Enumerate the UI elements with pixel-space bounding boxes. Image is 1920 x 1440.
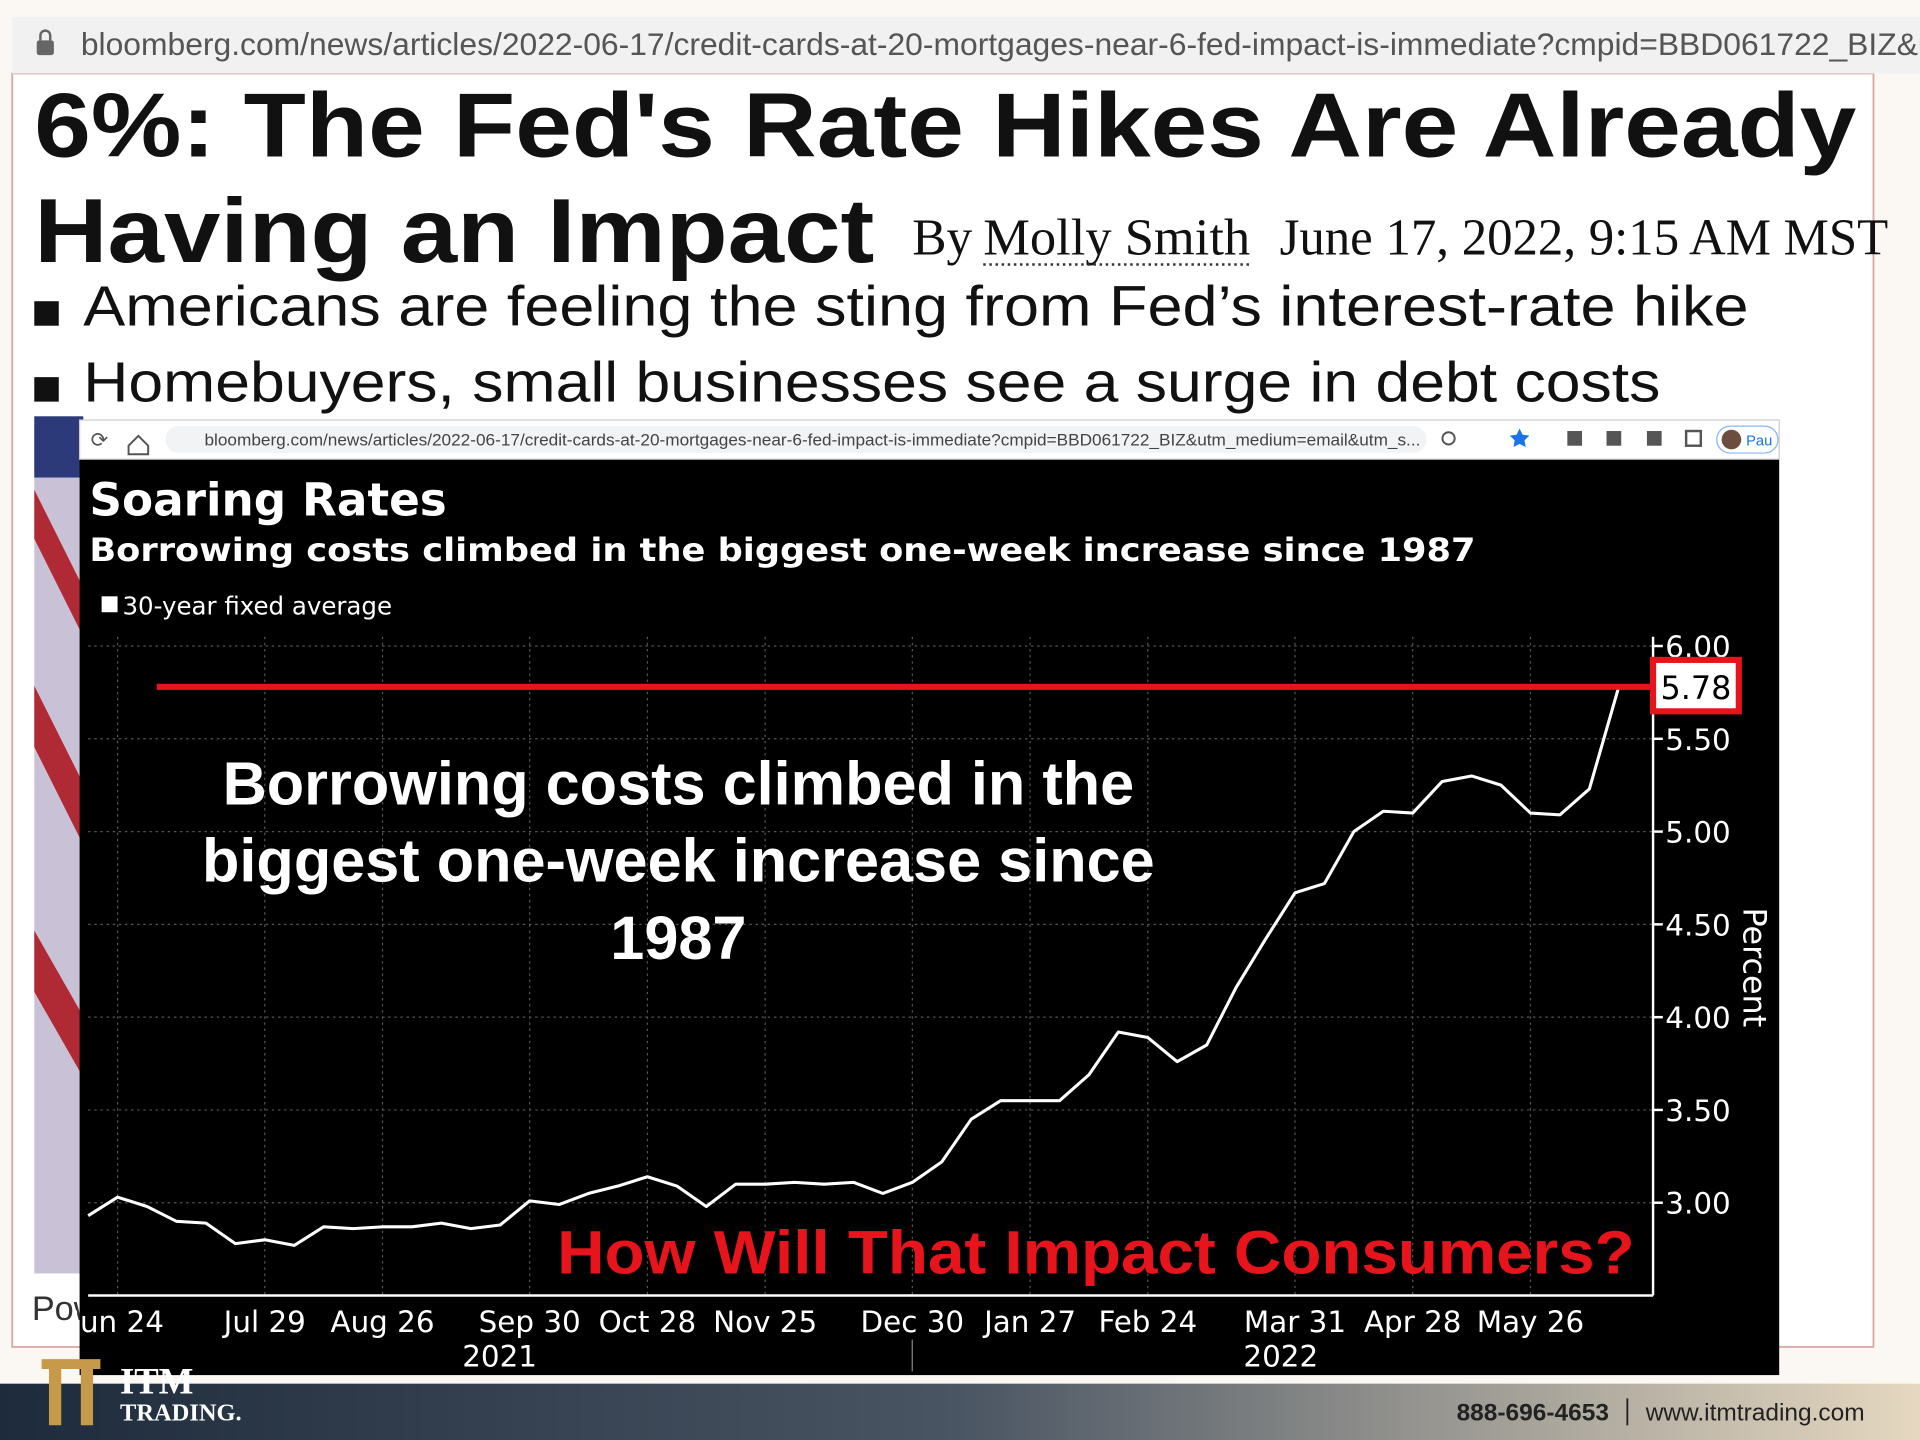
- extension-icon[interactable]: [1606, 431, 1622, 446]
- chart-title: Soaring Rates: [89, 474, 446, 527]
- chart-subtitle: Borrowing costs climbed in the biggest o…: [89, 531, 1475, 569]
- lock-icon: [36, 40, 54, 56]
- x-tick-label: Apr 28: [1364, 1305, 1462, 1339]
- brand: ITM: [120, 1360, 193, 1401]
- bullet: Americans are feeling the sting from Fed…: [83, 275, 1748, 338]
- legend-swatch: [101, 596, 118, 613]
- question: How Will That Impact Consumers?: [557, 1218, 1635, 1286]
- footer-bar: [0, 1383, 1920, 1440]
- extension-icon[interactable]: [1646, 431, 1662, 446]
- annotation-line: 1987: [610, 904, 746, 972]
- headline-line: 6%: The Fed's Rate Hikes Are Already: [34, 76, 1856, 177]
- y-axis-label: Percent: [1736, 907, 1774, 1027]
- x-tick-label: Sep 30: [479, 1305, 581, 1339]
- x-tick-label: Jul 29: [222, 1305, 306, 1339]
- y-tick-label: 3.00: [1665, 1187, 1730, 1221]
- author[interactable]: Molly Smith: [983, 210, 1250, 267]
- x-tick-label: May 26: [1477, 1305, 1584, 1339]
- y-tick-label: 5.00: [1665, 816, 1730, 850]
- x-tick-label: Mar 31: [1244, 1305, 1346, 1339]
- url[interactable]: bloomberg.com/news/articles/2022-06-17/c…: [81, 26, 1920, 62]
- bullet-marker: [34, 377, 59, 402]
- chart-screenshot: [79, 420, 1780, 1376]
- x-tick-label: Nov 25: [713, 1305, 817, 1339]
- bullet-marker: [34, 301, 59, 326]
- extension-icon[interactable]: [1684, 429, 1703, 447]
- screenshot-url: bloomberg.com/news/articles/2022-06-17/c…: [204, 431, 1420, 450]
- x-tick-label: Jun 24: [69, 1305, 164, 1339]
- zoom-icon[interactable]: [1441, 431, 1456, 446]
- y-tick-label: 3.50: [1665, 1094, 1730, 1128]
- date: June 17, 2022, 9:15 AM MST: [1280, 210, 1889, 267]
- headline-line: Having an Impact: [34, 181, 874, 282]
- photo-detail: [34, 416, 84, 478]
- website[interactable]: www.itmtrading.com: [1645, 1399, 1865, 1426]
- data-line: [87, 686, 1621, 1247]
- x-tick-label: Jan 27: [982, 1305, 1076, 1339]
- x-tick-label: Oct 28: [599, 1305, 697, 1339]
- y-tick-label: 5.50: [1665, 723, 1730, 757]
- legend-label: 30-year fixed average: [122, 592, 392, 621]
- extension-icon[interactable]: [1567, 431, 1583, 446]
- brand-sub: TRADING.: [120, 1399, 242, 1426]
- year-label: 2022: [1243, 1340, 1318, 1374]
- home-icon[interactable]: [127, 434, 150, 456]
- year-label: 2021: [462, 1340, 537, 1374]
- profile-name: Pau: [1746, 434, 1772, 450]
- photo-detail: [34, 489, 84, 1078]
- value-badge: [1650, 656, 1742, 715]
- url-bar: [12, 17, 1920, 74]
- x-tick-label: Feb 24: [1098, 1305, 1197, 1339]
- byline-prefix: By: [912, 210, 972, 267]
- reload-icon[interactable]: ⟳: [91, 429, 109, 452]
- annotation-line: Borrowing costs climbed in the: [223, 749, 1135, 817]
- address-field[interactable]: [165, 426, 1427, 454]
- annotation-line: biggest one-week increase since: [202, 827, 1155, 895]
- x-tick-label: Aug 26: [330, 1305, 434, 1339]
- logo-mark: [41, 1359, 101, 1426]
- bullet: Homebuyers, small businesses see a surge…: [83, 351, 1660, 414]
- avatar: [1721, 429, 1742, 450]
- bookmark-icon[interactable]: [1509, 428, 1530, 448]
- phone: 888-696-4653: [1457, 1399, 1609, 1426]
- chart: Soaring Rates Borrowing costs climbed in…: [69, 474, 1773, 1374]
- y-tick-label: 4.00: [1665, 1001, 1730, 1035]
- value-label: 5.78: [1660, 669, 1731, 707]
- y-tick-label: 4.50: [1665, 908, 1730, 942]
- lock-icon-shackle: [39, 29, 52, 41]
- x-tick-label: Dec 30: [861, 1305, 965, 1339]
